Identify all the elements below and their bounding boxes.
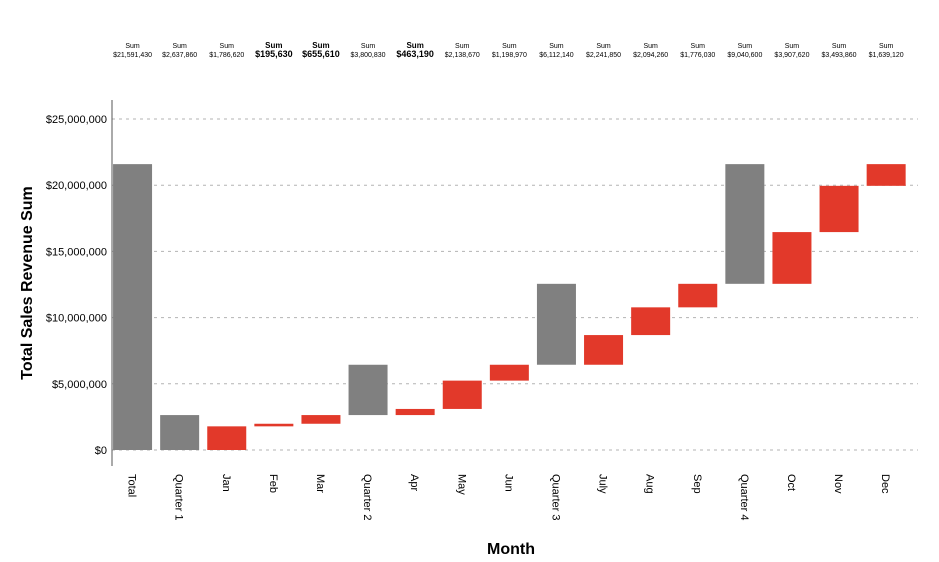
- sum-title: Sum: [312, 41, 329, 50]
- bar-total: [113, 164, 153, 451]
- y-axis-title: Total Sales Revenue Sum: [19, 186, 36, 380]
- x-axis-title: Month: [487, 541, 535, 558]
- y-tick-labels: $0 $5,000,000 $10,000,000 $15,000,000 $20,00…: [46, 114, 107, 457]
- x-tick-label: July: [597, 474, 609, 494]
- sum-value: $1,776,030: [680, 52, 715, 59]
- x-tick-label: Jan: [220, 474, 232, 492]
- sum-title: Sum: [879, 43, 894, 50]
- sum-value: $3,800,830: [351, 52, 386, 59]
- x-tick-label: Sep: [691, 474, 703, 494]
- x-tick-label: May: [455, 474, 467, 495]
- y-tick-label: $5,000,000: [52, 379, 107, 391]
- sum-value: $3,493,860: [822, 52, 857, 59]
- x-tick-label: Mar: [314, 474, 326, 493]
- bar-may: [442, 380, 482, 409]
- x-tick-label: Quarter 1: [173, 474, 185, 520]
- sum-title: Sum: [549, 43, 564, 50]
- bar-dec: [866, 164, 906, 186]
- sum-title: Sum: [502, 43, 517, 50]
- sum-value: $6,112,140: [539, 52, 574, 59]
- sum-title: Sum: [125, 43, 140, 50]
- sum-title: Sum: [172, 43, 187, 50]
- bar-oct: [772, 232, 812, 284]
- x-tick-label: Aug: [644, 474, 656, 494]
- sum-value: $1,786,620: [209, 52, 244, 59]
- x-tick-label: Oct: [785, 474, 797, 491]
- sum-value: $2,637,860: [162, 52, 197, 59]
- y-tick-label: $10,000,000: [46, 313, 107, 325]
- grid-lines: [112, 118, 918, 451]
- x-tick-label: Quarter 4: [738, 474, 750, 520]
- sum-title: Sum: [691, 43, 706, 50]
- y-tick-label: $25,000,000: [46, 114, 107, 126]
- sum-value: $2,241,850: [586, 52, 621, 59]
- bar-july: [584, 335, 624, 365]
- bars: [113, 164, 906, 451]
- x-tick-label: Feb: [267, 474, 279, 493]
- sum-value: $3,907,620: [774, 52, 809, 59]
- bar-mar: [301, 415, 341, 424]
- x-tick-label: Quarter 3: [549, 474, 561, 520]
- y-tick-label: $15,000,000: [46, 246, 107, 258]
- sum-value: $1,639,120: [869, 52, 904, 59]
- bar-nov: [819, 185, 859, 233]
- bar-feb: [254, 423, 294, 427]
- sum-title: Sum: [265, 41, 282, 50]
- sum-title: Sum: [832, 43, 847, 50]
- bar-sep: [678, 283, 718, 308]
- sum-value: $655,610: [302, 49, 340, 59]
- x-tick-label: Apr: [408, 474, 420, 491]
- sum-title: Sum: [455, 43, 470, 50]
- bar-quarter-1: [160, 415, 200, 450]
- sum-value: $1,198,970: [492, 52, 527, 59]
- sum-title: Sum: [406, 41, 423, 50]
- bar-jan: [207, 426, 247, 450]
- bar-quarter-3: [536, 283, 576, 365]
- x-tick-label: Quarter 2: [361, 474, 373, 520]
- sum-title: Sum: [596, 43, 611, 50]
- sum-title: Sum: [785, 43, 800, 50]
- x-tick-label: Dec: [879, 474, 891, 494]
- sum-value: $195,630: [255, 49, 293, 59]
- sum-labels: Sum $21,591,430 Sum $2,637,860 Sum $1,786,620…: [113, 41, 904, 59]
- bar-apr: [395, 408, 435, 416]
- sum-title: Sum: [361, 43, 376, 50]
- sum-value: $2,094,260: [633, 52, 668, 59]
- bar-quarter-4: [725, 164, 765, 284]
- x-tick-label: Total: [126, 474, 138, 497]
- sum-value: $9,040,600: [727, 52, 762, 59]
- sum-value: $2,138,670: [445, 52, 480, 59]
- sum-value: $21,591,430: [113, 52, 152, 59]
- x-tick-label: Nov: [832, 474, 844, 494]
- bar-aug: [631, 307, 671, 336]
- sum-title: Sum: [738, 43, 753, 50]
- y-tick-label: $20,000,000: [46, 180, 107, 192]
- sum-title: Sum: [643, 43, 658, 50]
- x-tick-label: Jun: [502, 474, 514, 492]
- bar-quarter-2: [348, 364, 388, 416]
- sum-value: $463,190: [396, 49, 434, 59]
- x-tick-labels: Total Quarter 1 Jan Feb Mar Quarter 2 Apr May Ju…: [126, 474, 892, 520]
- y-tick-label: $0: [95, 445, 107, 457]
- sum-title: Sum: [220, 43, 235, 50]
- bar-jun: [489, 364, 529, 381]
